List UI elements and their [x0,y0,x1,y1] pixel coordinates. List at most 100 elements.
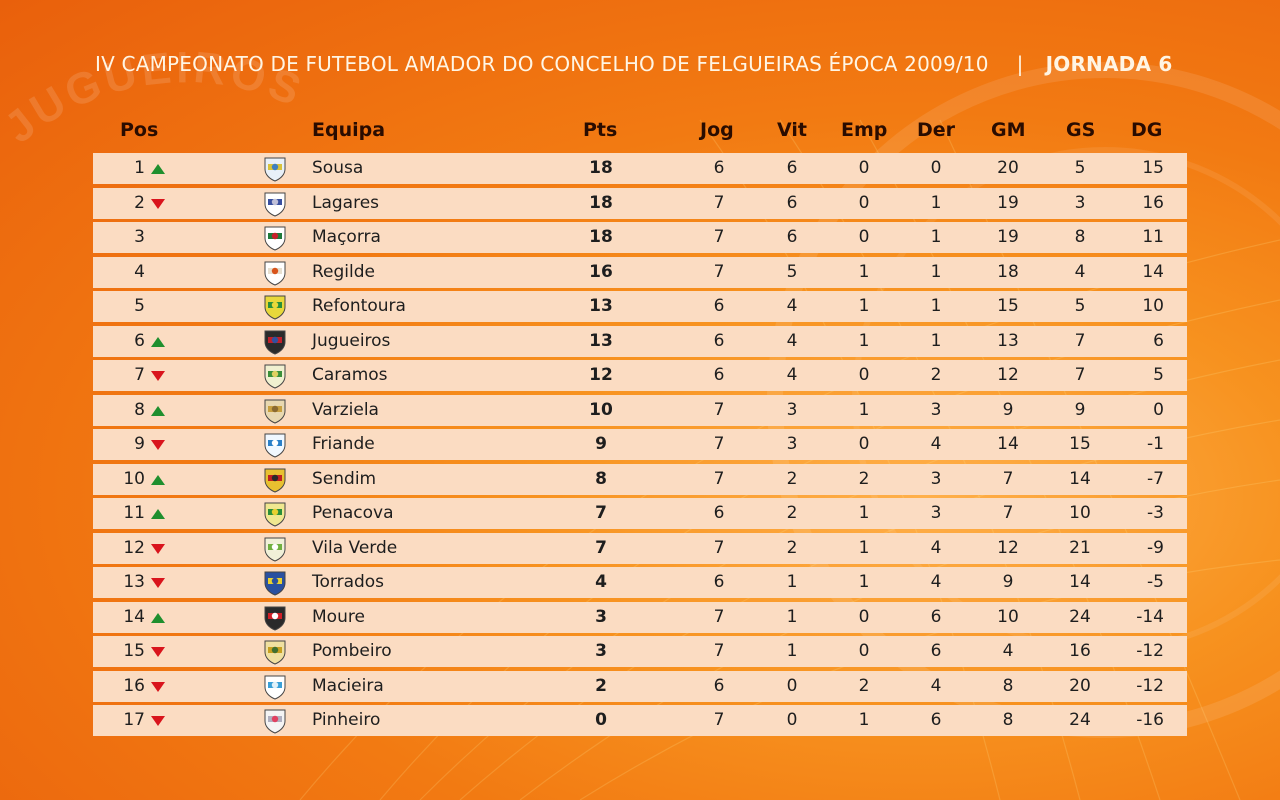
points-cell: 16 [589,261,613,282]
played-cell: 7 [713,537,725,558]
goals-against-cell: 24 [1069,606,1091,627]
goals-against-cell: 5 [1074,296,1086,316]
draws-cell: 0 [858,434,870,454]
team-name: Jugueiros [312,330,391,351]
team-name: Sendim [312,468,377,489]
arrow-down-icon [151,198,165,209]
position-cell: 5 [134,296,145,316]
goal-difference-cell: -7 [1147,468,1164,489]
goal-difference-cell: 16 [1142,192,1164,213]
goal-difference-cell: -12 [1136,675,1164,696]
goals-against-cell: 14 [1069,468,1091,489]
losses-cell: 4 [930,675,942,696]
goals-for-cell: 19 [997,227,1019,247]
wins-cell: 2 [786,468,798,489]
wins-cell: 6 [786,227,798,247]
draws-cell: 2 [858,468,870,489]
pombeiro-crest-icon [264,640,286,665]
goals-for-cell: 8 [1002,675,1014,696]
position-cell: 9 [134,434,145,454]
goals-for-cell: 7 [1002,503,1014,523]
position-cell: 17 [123,710,145,730]
points-cell: 8 [595,468,607,489]
wins-cell: 1 [786,606,798,627]
played-cell: 6 [713,296,725,316]
goals-for-cell: 4 [1002,641,1014,661]
position-cell: 15 [123,641,145,661]
arrow-down-icon [151,647,165,657]
wins-cell: 1 [786,572,798,592]
draws-cell: 1 [858,572,870,592]
points-cell: 13 [589,296,613,316]
wins-cell: 3 [786,434,798,454]
played-cell: 7 [713,468,725,489]
goals-against-cell: 4 [1074,261,1086,282]
team-name: Caramos [312,365,388,385]
caramos-crest-icon [264,364,286,389]
goals-for-cell: 15 [997,296,1019,316]
points-cell: 9 [595,434,607,454]
macorra-crest-icon [264,226,286,251]
points-cell: 13 [589,330,613,351]
goal-difference-cell: -9 [1147,537,1164,558]
moure-crest-icon [264,606,286,631]
arrow-up-icon [151,474,165,485]
goal-difference-cell: 15 [1142,158,1164,178]
position-cell: 2 [134,192,145,213]
goal-difference-cell: 6 [1153,330,1164,351]
table-row-15: 15 Pombeiro 3 7 1 0 6 4 16 -12 [93,636,1187,667]
goals-against-cell: 14 [1069,572,1091,592]
arrow-down-icon [151,681,165,692]
points-cell: 18 [589,192,613,213]
points-cell: 18 [589,227,613,247]
points-cell: 12 [589,365,613,385]
goals-for-cell: 12 [997,537,1019,558]
goals-against-cell: 9 [1074,399,1086,420]
table-row-13: 13 Torrados 4 6 1 1 4 9 14 -5 [93,567,1187,598]
goals-for-cell: 10 [997,606,1019,627]
goals-against-cell: 8 [1074,227,1086,247]
team-name: Vila Verde [312,537,398,558]
competition-title: IV CAMPEONATO DE FUTEBOL AMADOR DO CONCE… [95,52,989,76]
goal-difference-cell: -1 [1147,434,1164,454]
goals-for-cell: 18 [997,261,1019,282]
goals-against-cell: 21 [1069,537,1091,558]
position-cell: 4 [134,261,145,282]
arrow-down-icon [151,716,165,726]
draws-cell: 0 [858,641,870,661]
wins-cell: 1 [786,641,798,661]
goals-against-cell: 7 [1074,330,1086,351]
arrow-down-icon [151,578,165,588]
goals-against-cell: 5 [1074,158,1086,178]
losses-cell: 2 [930,365,942,385]
header-pts: Pts [583,119,618,141]
points-cell: 7 [595,537,607,558]
position-cell: 1 [134,158,145,178]
team-name: Pombeiro [312,641,392,661]
table-row-1: 1 Sousa 18 6 6 0 0 20 5 15 [93,153,1187,184]
header-emp: Emp [841,119,888,141]
arrow-up-icon [151,405,165,416]
losses-cell: 3 [930,468,942,489]
played-cell: 7 [713,192,725,213]
played-cell: 6 [713,158,725,178]
played-cell: 6 [713,503,725,523]
draws-cell: 0 [858,158,870,178]
position-cell: 13 [123,572,145,592]
goals-against-cell: 3 [1074,192,1086,213]
goal-difference-cell: 10 [1142,296,1164,316]
points-cell: 7 [595,503,607,523]
losses-cell: 4 [930,537,942,558]
goal-difference-cell: 11 [1142,227,1164,247]
points-cell: 3 [595,641,607,661]
losses-cell: 1 [930,227,942,247]
arrow-up-icon [151,509,165,519]
table-row-4: 4 Regilde 16 7 5 1 1 18 4 14 [93,256,1187,288]
draws-cell: 1 [858,261,870,282]
table-row-14: 14 Moure 3 7 1 0 6 10 24 -14 [93,601,1187,633]
wins-cell: 2 [786,503,798,523]
table-row-6: 6 Jugueiros 13 6 4 1 1 13 7 6 [93,325,1187,357]
wins-cell: 4 [786,365,798,385]
draws-cell: 1 [858,503,870,523]
losses-cell: 1 [930,192,942,213]
